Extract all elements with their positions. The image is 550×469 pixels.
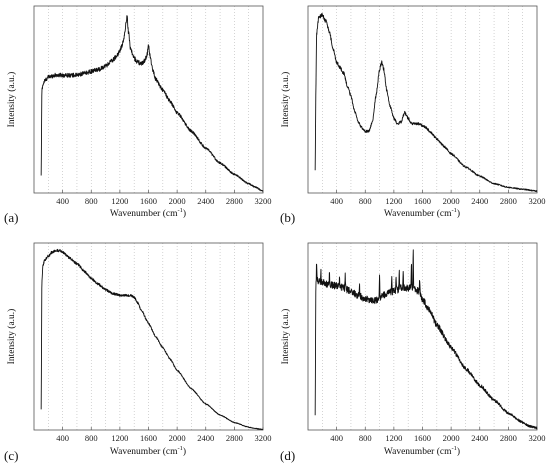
spectrum-line — [40, 248, 264, 431]
x-tick-label: 2400 — [471, 433, 488, 443]
panel-b: 400 800 1200 1600 2000 2400 2800 3200 Intensity … — [280, 5, 546, 225]
spectrum-line — [314, 12, 538, 192]
x-tick-label: 800 — [85, 196, 98, 206]
x-tick-label: 2800 — [500, 196, 517, 206]
spectrum-line — [40, 15, 264, 192]
x-tick-label: 800 — [359, 433, 372, 443]
y-axis-label: Intensity (a.u.) — [6, 309, 17, 365]
y-axis-label: Intensity (a.u.) — [280, 72, 291, 128]
x-tick-label: 1600 — [140, 196, 157, 206]
x-tick-label: 800 — [85, 433, 98, 443]
panel-tag: (d) — [280, 448, 295, 463]
y-axis-label: Intensity (a.u.) — [280, 309, 291, 365]
x-axis-label: Wavenumber (cm-1) — [110, 445, 186, 457]
x-tick-label: 1600 — [414, 433, 431, 443]
x-tick-label: 2800 — [500, 433, 517, 443]
panel-tag: (c) — [4, 448, 18, 463]
x-tick-label: 1600 — [414, 196, 431, 206]
x-tick-label: 400 — [56, 433, 69, 443]
x-tick-label: 400 — [56, 196, 69, 206]
x-tick-label: 2000 — [169, 196, 186, 206]
x-tick-label: 3200 — [529, 196, 546, 206]
x-tick-label: 2800 — [226, 196, 243, 206]
x-tick-label: 800 — [359, 196, 372, 206]
panel-d: 400 800 1200 1600 2000 2400 2800 3200 Intensity … — [280, 242, 546, 463]
x-tick-label: 1200 — [385, 433, 402, 443]
x-axis-label: Wavenumber (cm-1) — [384, 207, 460, 219]
x-tick-label: 3200 — [255, 196, 272, 206]
x-tick-label: 2000 — [443, 433, 460, 443]
x-tick-label: 3200 — [529, 433, 546, 443]
x-tick-label: 1600 — [140, 433, 157, 443]
panel-tag: (a) — [4, 210, 18, 225]
spectrum-line — [314, 249, 538, 430]
x-tick-label: 2800 — [226, 433, 243, 443]
x-tick-label: 1200 — [111, 433, 128, 443]
y-axis-label: Intensity (a.u.) — [6, 72, 17, 128]
x-axis-label: Wavenumber (cm-1) — [384, 445, 460, 457]
x-tick-label: 1200 — [111, 196, 128, 206]
x-tick-label: 400 — [330, 196, 343, 206]
x-axis-label: Wavenumber (cm-1) — [110, 207, 186, 219]
panel-tag: (b) — [280, 210, 295, 225]
x-tick-label: 2000 — [169, 433, 186, 443]
x-tick-label: 400 — [330, 433, 343, 443]
x-tick-label: 2400 — [471, 196, 488, 206]
x-tick-label: 2400 — [197, 196, 214, 206]
panel-c: 400 800 1200 1600 2000 2400 2800 3200 Intensity … — [4, 242, 272, 463]
x-tick-label: 2000 — [443, 196, 460, 206]
x-tick-label: 3200 — [255, 433, 272, 443]
x-tick-label: 1200 — [385, 196, 402, 206]
panel-a: 400 800 1200 1600 2000 2400 2800 3200 Intensity … — [4, 5, 272, 225]
x-tick-label: 2400 — [197, 433, 214, 443]
